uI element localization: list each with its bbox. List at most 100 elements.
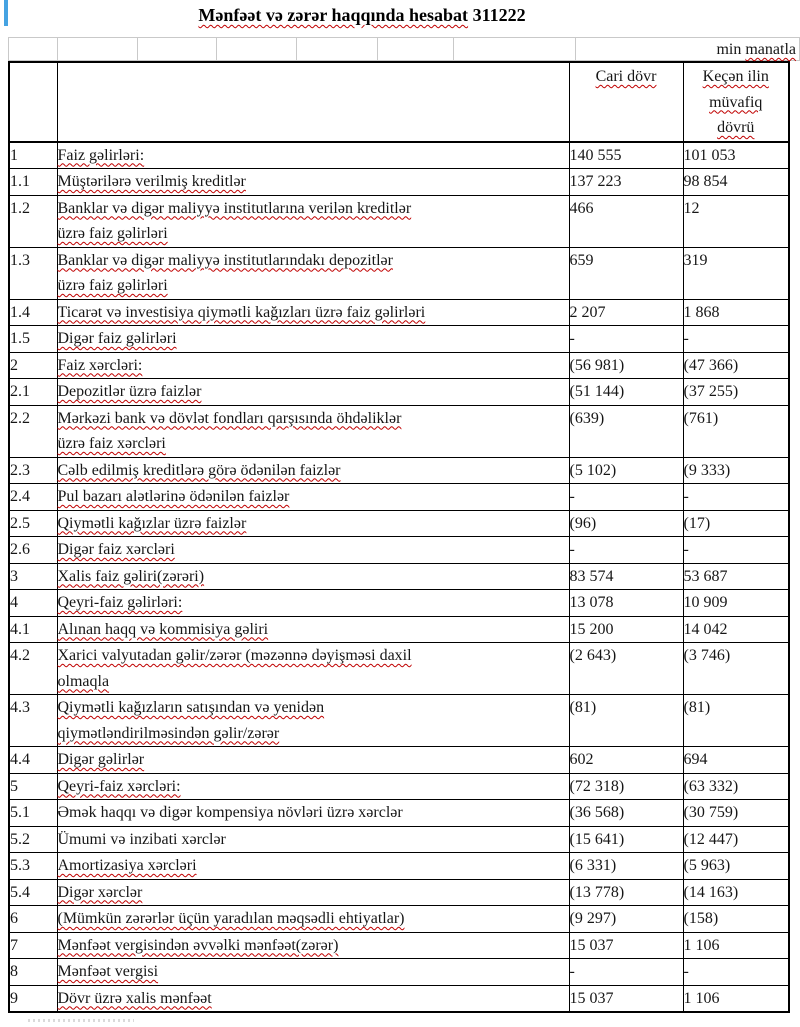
table-row: 5.3 Amortizasiya xərcləri (6 331) (5 963) xyxy=(8,852,790,880)
table-row: 4.3 Qiymətli kağızların satışından və yen… xyxy=(8,694,790,747)
row-label-cell: Qeyri-faiz gəlirləri: xyxy=(56,589,570,617)
row-number-cell: 4.1 xyxy=(8,615,58,643)
row-number-cell: 1.4 xyxy=(8,298,58,326)
row-label-cell: Dövr üzrə xalis mənfəət xyxy=(56,984,570,1013)
unit-note-grid: min manatla xyxy=(8,37,800,61)
row-label-cell: Digər faiz gəlirləri xyxy=(56,325,570,353)
current-value-cell: (72 318) xyxy=(568,772,684,800)
previous-value-cell: 1 868 xyxy=(682,298,790,326)
current-value-cell: (2 643) xyxy=(568,642,684,695)
current-value-cell: 83 574 xyxy=(568,562,684,590)
row-number-cell: 7 xyxy=(8,931,58,959)
table-row: 9 Dövr üzrə xalis mənfəət 15 037 1 106 xyxy=(8,984,790,1013)
row-label-cell: Pul bazarı alətlərinə ödənilən faizlər xyxy=(56,483,570,511)
table-row: 2.2 Mərkəzi bank və dövlət fondları qarşı… xyxy=(8,404,790,458)
unit-grid-cell xyxy=(296,37,378,61)
row-number-cell: 5 xyxy=(8,772,58,800)
row-number-cell: 1.2 xyxy=(8,194,58,248)
report-title: Mənfəət və zərər haqqında hesabat 311222 xyxy=(0,0,724,28)
row-number-cell: 2 xyxy=(8,351,58,379)
current-value-cell: (56 981) xyxy=(568,351,684,379)
table-row: 8 Mənfəət vergisi - - xyxy=(8,958,790,986)
row-label-cell: Digər gəlirlər xyxy=(56,746,570,774)
current-value-cell: (96) xyxy=(568,509,684,537)
current-value-cell: (36 568) xyxy=(568,799,684,827)
table-row: 2.1 Depozitlər üzrə faizlər (51 144) (37 25… xyxy=(8,378,790,406)
previous-value-cell: 694 xyxy=(682,746,790,774)
previous-value-cell: (81) xyxy=(682,694,790,747)
table-header-row: Cari dövr Keçən ilin müvafiq dövrü xyxy=(8,61,790,143)
table-row: 1.3 Banklar və digər maliyyə institutları… xyxy=(8,246,790,300)
previous-value-cell: (9 333) xyxy=(682,456,790,484)
header-label-cell xyxy=(56,61,570,143)
current-value-cell: - xyxy=(568,325,684,353)
previous-value-cell: (761) xyxy=(682,404,790,458)
row-number-cell: 6 xyxy=(8,905,58,933)
previous-value-cell: 1 106 xyxy=(682,931,790,959)
row-label-cell: Digər xərclər xyxy=(56,878,570,906)
table-row: 4.4 Digər gəlirlər 602 694 xyxy=(8,746,790,774)
report-title-text: Mənfəət və zərər haqqında hesabat xyxy=(198,5,469,25)
header-previous-period-label: Keçən ilin müvafiq dövrü xyxy=(702,68,769,136)
row-label-cell: Banklar və digər maliyyə institutlarına … xyxy=(56,194,570,248)
row-number-cell: 5.2 xyxy=(8,825,58,853)
table-row: 5.2 Ümumi və inzibati xərclər (15 641) (12 … xyxy=(8,825,790,853)
previous-value-cell: - xyxy=(682,958,790,986)
previous-value-cell: 101 053 xyxy=(682,141,790,169)
previous-value-cell: 10 909 xyxy=(682,589,790,617)
row-number-cell: 1 xyxy=(8,141,58,169)
previous-value-cell: (17) xyxy=(682,509,790,537)
current-value-cell: (5 102) xyxy=(568,456,684,484)
previous-value-cell: (30 759) xyxy=(682,799,790,827)
previous-value-cell: (158) xyxy=(682,905,790,933)
unit-grid-cell xyxy=(216,37,297,61)
current-value-cell: 2 207 xyxy=(568,298,684,326)
income-statement-table: Cari dövr Keçən ilin müvafiq dövrü 1 Faiz… xyxy=(8,61,790,1013)
current-value-cell: (639) xyxy=(568,404,684,458)
row-label-cell: Digər faiz xərcləri xyxy=(56,536,570,564)
row-label-cell: Xalis faiz gəliri(zərəri) xyxy=(56,562,570,590)
row-number-cell: 2.6 xyxy=(8,536,58,564)
row-number-cell: 9 xyxy=(8,984,58,1013)
row-label-cell: Amortizasiya xərcləri xyxy=(56,852,570,880)
unit-grid-cell xyxy=(57,37,138,61)
current-value-cell: (15 641) xyxy=(568,825,684,853)
row-label-cell: Qiymətli kağızların satışından və yenidə… xyxy=(56,694,570,747)
current-value-cell: (6 331) xyxy=(568,852,684,880)
table-row: 2.3 Cəlb edilmiş kreditlərə görə ödənilən… xyxy=(8,456,790,484)
table-row: 7 Mənfəət vergisindən əvvəlki mənfəət(zər… xyxy=(8,931,790,959)
previous-value-cell: 1 106 xyxy=(682,984,790,1013)
unit-grid-cell xyxy=(137,37,217,61)
table-row: 2.5 Qiymətli kağızlar üzrə faizlər (96) (17… xyxy=(8,509,790,537)
current-value-cell: 602 xyxy=(568,746,684,774)
table-row: 1.5 Digər faiz gəlirləri - - xyxy=(8,325,790,353)
table-row: 6 (Mümkün zərərlər üçün yaradılan məqsədl… xyxy=(8,905,790,933)
row-label-cell: Faiz xərcləri: xyxy=(56,351,570,379)
previous-value-cell: - xyxy=(682,483,790,511)
header-previous-period: Keçən ilin müvafiq dövrü xyxy=(682,61,790,143)
table-row: 5.4 Digər xərclər (13 778) (14 163) xyxy=(8,878,790,906)
row-number-cell: 5.4 xyxy=(8,878,58,906)
unit-note-cell: min manatla xyxy=(575,37,800,61)
current-value-cell: (81) xyxy=(568,694,684,747)
previous-value-cell: 53 687 xyxy=(682,562,790,590)
row-label-cell: Mərkəzi bank və dövlət fondları qarşısın… xyxy=(56,404,570,458)
current-value-cell: 466 xyxy=(568,194,684,248)
row-label-cell: Qiymətli kağızlar üzrə faizlər xyxy=(56,509,570,537)
previous-value-cell: (47 366) xyxy=(682,351,790,379)
header-current-period-label: Cari dövr xyxy=(595,68,657,85)
previous-value-cell: 319 xyxy=(682,246,790,300)
previous-value-cell: 12 xyxy=(682,194,790,248)
current-value-cell: 15 200 xyxy=(568,615,684,643)
row-label-cell: (Mümkün zərərlər üçün yaradılan məqsədli… xyxy=(56,905,570,933)
previous-value-cell: - xyxy=(682,536,790,564)
row-number-cell: 2.5 xyxy=(8,509,58,537)
current-value-cell: 15 037 xyxy=(568,984,684,1013)
current-value-cell: 13 078 xyxy=(568,589,684,617)
row-number-cell: 1.5 xyxy=(8,325,58,353)
row-label-cell: Faiz gəlirləri: xyxy=(56,141,570,169)
previous-value-cell: 14 042 xyxy=(682,615,790,643)
row-label-cell: Depozitlər üzrə faizlər xyxy=(56,378,570,406)
table-row: 4 Qeyri-faiz gəlirləri: 13 078 10 909 xyxy=(8,589,790,617)
row-label-cell: Müştərilərə verilmiş kreditlər xyxy=(56,168,570,196)
